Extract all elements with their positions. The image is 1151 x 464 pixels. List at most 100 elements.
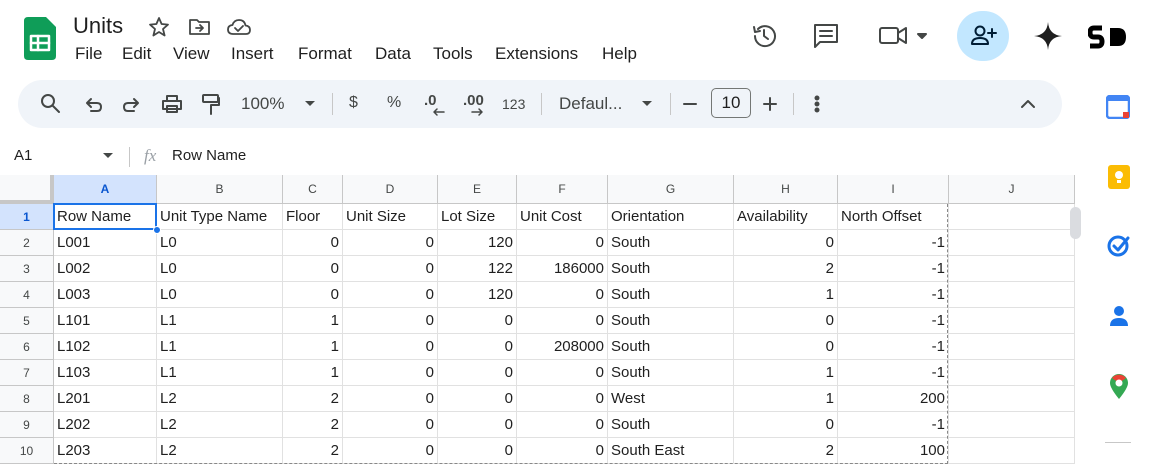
cell[interactable]: 0 <box>343 308 438 334</box>
increase-decimal[interactable]: .00 <box>463 92 484 109</box>
cell[interactable]: L002 <box>54 256 157 282</box>
cloud-icon[interactable] <box>226 16 252 38</box>
cell[interactable]: Lot Size <box>438 204 517 230</box>
cell[interactable] <box>949 360 1075 386</box>
cell[interactable]: L202 <box>54 412 157 438</box>
dropdown-arrow[interactable] <box>641 100 653 108</box>
cell[interactable]: 0 <box>734 230 838 256</box>
cell[interactable]: 0 <box>438 334 517 360</box>
cell[interactable]: South <box>608 334 734 360</box>
cell[interactable]: 0 <box>517 386 608 412</box>
corner[interactable] <box>0 175 54 204</box>
cell[interactable]: 1 <box>734 386 838 412</box>
cell[interactable]: 0 <box>283 256 343 282</box>
cell[interactable]: -1 <box>838 282 949 308</box>
cell[interactable] <box>949 438 1075 464</box>
cell[interactable] <box>949 308 1075 334</box>
name-box[interactable]: A1 <box>14 147 33 164</box>
cell[interactable]: 0 <box>438 386 517 412</box>
cell[interactable] <box>949 386 1075 412</box>
font-size[interactable]: 10 <box>711 88 751 118</box>
menu-item[interactable]: File <box>75 44 103 63</box>
search-icon[interactable] <box>40 93 62 115</box>
cell[interactable]: -1 <box>838 308 949 334</box>
sheets-logo[interactable] <box>24 17 56 60</box>
cell[interactable]: 0 <box>517 308 608 334</box>
cell[interactable]: 0 <box>734 412 838 438</box>
cell[interactable]: South <box>608 256 734 282</box>
menu-item[interactable]: Edit <box>122 44 152 63</box>
cell[interactable]: 122 <box>438 256 517 282</box>
keep-icon[interactable] <box>1107 164 1131 190</box>
column-header[interactable]: D <box>343 175 438 204</box>
cell[interactable]: -1 <box>838 334 949 360</box>
column-header[interactable]: C <box>283 175 343 204</box>
cell[interactable]: 0 <box>283 282 343 308</box>
calendar-icon[interactable] <box>1106 95 1130 119</box>
comment-icon[interactable] <box>812 22 840 50</box>
currency-format[interactable]: $ <box>349 94 358 111</box>
font-size-decrease[interactable] <box>682 96 698 112</box>
paint-format-icon[interactable] <box>201 93 221 117</box>
column-header[interactable]: F <box>517 175 608 204</box>
row-header[interactable]: 7 <box>0 360 54 386</box>
fill-handle[interactable] <box>153 226 161 234</box>
row-header[interactable]: 9 <box>0 412 54 438</box>
cell[interactable]: L003 <box>54 282 157 308</box>
cell[interactable]: 0 <box>343 360 438 386</box>
redo-icon[interactable] <box>121 95 141 113</box>
cell[interactable]: L1 <box>157 360 283 386</box>
cell[interactable]: North Offset <box>838 204 949 230</box>
cell[interactable]: L1 <box>157 334 283 360</box>
cell[interactable]: South <box>608 230 734 256</box>
cell[interactable]: 208000 <box>517 334 608 360</box>
cell[interactable]: Availability <box>734 204 838 230</box>
cell[interactable]: L101 <box>54 308 157 334</box>
decrease-decimal[interactable]: .0 <box>424 92 437 109</box>
row-header[interactable]: 4 <box>0 282 54 308</box>
history-icon[interactable] <box>750 22 778 50</box>
cell[interactable]: 0 <box>343 282 438 308</box>
row-header[interactable]: 6 <box>0 334 54 360</box>
menu-item[interactable]: Insert <box>231 44 274 63</box>
cell[interactable]: Orientation <box>608 204 734 230</box>
tasks-icon[interactable] <box>1106 233 1132 259</box>
column-header[interactable]: G <box>608 175 734 204</box>
account-avatar[interactable] <box>1088 24 1130 50</box>
meet-icon[interactable] <box>878 22 930 50</box>
cell[interactable]: 0 <box>438 412 517 438</box>
gemini-icon[interactable] <box>1034 22 1062 50</box>
cell[interactable]: 0 <box>343 334 438 360</box>
cell[interactable] <box>949 256 1075 282</box>
row-header[interactable]: 2 <box>0 230 54 256</box>
menu-item[interactable]: Extensions <box>495 44 579 63</box>
cell[interactable]: 1 <box>283 308 343 334</box>
print-icon[interactable] <box>161 93 183 115</box>
formula-input[interactable]: Row Name <box>172 147 247 164</box>
cell[interactable]: 120 <box>438 282 517 308</box>
contacts-icon[interactable] <box>1108 304 1130 328</box>
font-size-increase[interactable] <box>762 96 778 112</box>
cell[interactable]: L0 <box>157 230 283 256</box>
cell[interactable]: -1 <box>838 412 949 438</box>
cell[interactable]: L103 <box>54 360 157 386</box>
row-header[interactable]: 1 <box>0 204 54 230</box>
cell[interactable]: 200 <box>838 386 949 412</box>
more-icon[interactable] <box>812 95 822 113</box>
cell[interactable] <box>949 282 1075 308</box>
cell[interactable]: 0 <box>438 308 517 334</box>
cell[interactable] <box>949 334 1075 360</box>
cell[interactable]: 2 <box>283 386 343 412</box>
column-header[interactable]: A <box>54 175 157 204</box>
cell[interactable]: Unit Type Name <box>157 204 283 230</box>
collapse-icon[interactable] <box>1019 98 1037 110</box>
cell[interactable]: -1 <box>838 360 949 386</box>
cell[interactable]: L102 <box>54 334 157 360</box>
maps-icon[interactable] <box>1108 373 1130 401</box>
number-format[interactable]: 123 <box>502 96 526 112</box>
cell[interactable]: South <box>608 308 734 334</box>
cell[interactable]: 1 <box>283 360 343 386</box>
scrollbar[interactable] <box>1070 207 1081 239</box>
cell[interactable]: West <box>608 386 734 412</box>
share-icon[interactable] <box>970 23 998 49</box>
